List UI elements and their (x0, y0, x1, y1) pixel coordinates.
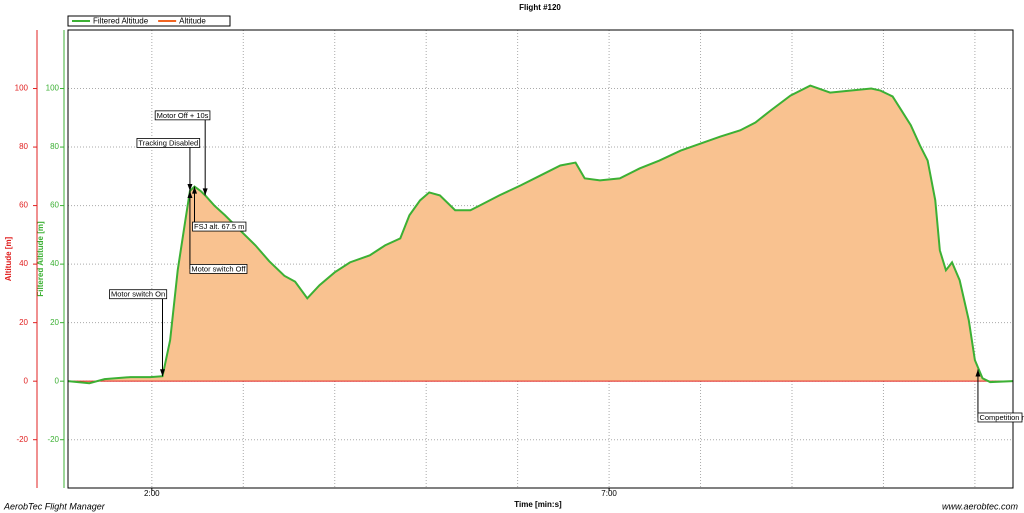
y2-tick-label: 40 (50, 259, 59, 268)
annotation-box (192, 221, 247, 232)
annotation-label: FSJ alt. 67.5 m (194, 222, 244, 231)
area (68, 85, 1013, 384)
y-tick-label: 40 (19, 259, 28, 268)
line (67, 84, 1014, 385)
y2-tick-label: 20 (50, 318, 59, 327)
y2-tick-label: 80 (50, 142, 59, 151)
annotation-label: Competition rest (979, 413, 1024, 422)
y2-tick-label: -20 (47, 435, 59, 444)
annotation-label: Motor switch Off (191, 264, 246, 273)
annotation-arrow (202, 188, 208, 196)
legend-label: Altitude (179, 17, 206, 26)
annotation-box (189, 264, 248, 274)
y2-tick-label: 0 (55, 376, 60, 385)
legend-label: Filtered Altitude (93, 17, 149, 26)
y2-axis-title: Filtered Altitude [m] (36, 221, 45, 297)
y2-tick-label: 60 (50, 201, 59, 210)
annotation-box (977, 412, 1023, 423)
annotation-label: Tracking Disabled (138, 138, 198, 147)
annotation-box (154, 110, 211, 121)
y-axis-title: Altitude [m] (4, 236, 13, 281)
annotation-arrow (192, 186, 198, 194)
annotation-arrow (187, 190, 193, 198)
y-tick-label: 60 (19, 201, 28, 210)
annotation-arrow (187, 183, 193, 191)
y-tick-label: 100 (15, 84, 29, 93)
annotation-box (109, 289, 168, 300)
y2-tick-label: 100 (46, 84, 60, 93)
x-tick-label: 2:00 (144, 489, 160, 498)
annotation-arrow (975, 369, 981, 377)
annotation-arrow (160, 369, 165, 377)
annotation-label: Motor Off + 10s (157, 111, 209, 120)
y-tick-label: -20 (16, 435, 28, 444)
chart-title: Flight #120 (519, 3, 561, 12)
x-axis-title: Time [min:s] (514, 500, 562, 509)
footer-left: AerobTec Flight Manager (3, 501, 106, 511)
annotation-label: Motor switch On (111, 290, 165, 299)
y-tick-label: 20 (19, 318, 28, 327)
annotation-box (136, 138, 201, 148)
plot-border (67, 29, 1014, 489)
y-tick-label: 0 (24, 376, 29, 385)
legend-box (67, 15, 231, 27)
x-tick-label: 7:00 (601, 489, 617, 498)
footer-right: www.aerobtec.com (942, 501, 1019, 511)
y-tick-label: 80 (19, 142, 28, 151)
